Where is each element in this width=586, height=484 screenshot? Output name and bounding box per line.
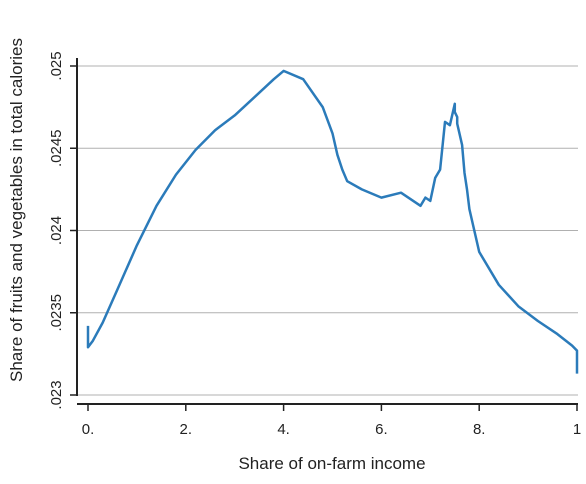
x-tick-label: 0. — [82, 421, 95, 438]
y-tick-label: .024 — [48, 216, 65, 245]
gridlines — [77, 65, 578, 396]
y-tick-label: .0245 — [48, 129, 65, 167]
y-ticks: .023 .0235 .024 .0245 .025 — [48, 51, 77, 410]
x-ticks: 0. 2. 4. 6. 8. 1 — [82, 404, 581, 438]
y-tick-label: .025 — [48, 51, 65, 80]
series-line — [86, 69, 579, 374]
axes — [76, 58, 578, 405]
x-tick-label: 4. — [277, 421, 290, 438]
x-axis-title: Share of on-farm income — [238, 454, 425, 473]
y-axis-title: Share of fruits and vegetables in total … — [7, 38, 26, 382]
x-tick-label: 8. — [473, 421, 486, 438]
x-tick-label: 1 — [573, 421, 581, 438]
y-tick-label: .0235 — [48, 294, 65, 332]
x-tick-label: 2. — [180, 421, 193, 438]
y-tick-label: .023 — [48, 380, 65, 409]
x-tick-label: 6. — [375, 421, 388, 438]
